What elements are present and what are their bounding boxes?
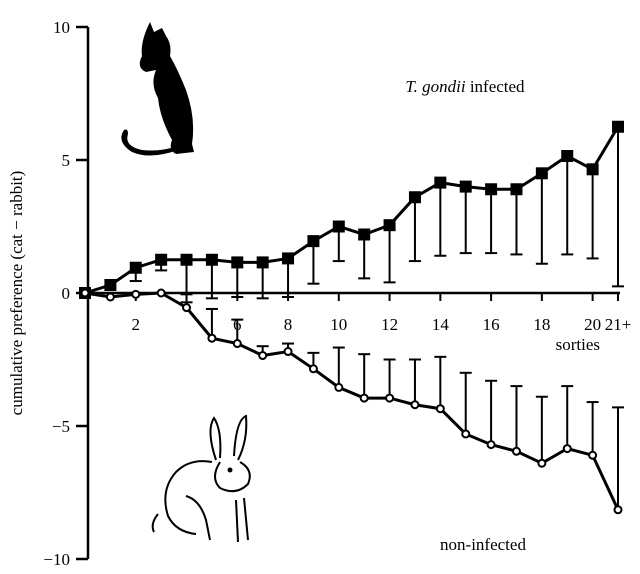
error-bar [333,348,345,388]
x-axis-label: sorties [556,335,600,354]
error-bar [434,357,446,409]
y-tick-label: −10 [43,550,70,569]
marker [409,191,421,203]
x-tick-label: 14 [432,315,450,334]
marker [510,183,522,195]
marker [206,254,218,266]
x-tick-label: 12 [381,315,398,334]
error-bar [587,402,599,455]
marker [181,254,193,266]
marker [434,177,446,189]
annotation: non-infected [440,535,526,554]
marker [612,121,624,133]
x-tick-label: 18 [533,315,550,334]
marker [561,150,573,162]
error-bar [434,183,446,256]
y-tick-label: −5 [52,417,70,436]
cat-illustration [121,22,194,156]
x-tick-label: 21+ [605,315,632,334]
x-tick-label: 20 [584,315,601,334]
rabbit-illustration [153,416,250,542]
error-bar [612,407,624,509]
marker [333,221,345,233]
annotation-text: infected [470,77,525,96]
marker [130,262,142,274]
x-tick-label: 8 [284,315,293,334]
marker [488,441,495,448]
error-bar [358,234,370,278]
marker [384,219,396,231]
marker [485,183,497,195]
marker [310,365,317,372]
error-bar [510,189,522,254]
error-bar [460,373,472,434]
error-bar [358,354,370,398]
error-bar [536,397,548,464]
marker [231,256,243,268]
marker [257,256,269,268]
marker [285,348,292,355]
marker [589,452,596,459]
marker [158,290,165,297]
error-bar [384,360,396,399]
marker [587,163,599,175]
marker [282,252,294,264]
marker [462,430,469,437]
marker [335,384,342,391]
error-bar [485,189,497,253]
annotation-italic: T. gondii [405,77,465,96]
marker [107,293,114,300]
error-bar [307,241,319,284]
error-bar [510,386,522,451]
marker [307,235,319,247]
x-tick-label: 10 [330,315,347,334]
marker [513,448,520,455]
chart: cumulative preference (cat − rabbit) sor… [0,0,640,569]
x-tick-label: 2 [132,315,141,334]
marker [358,228,370,240]
error-bar [485,381,497,445]
marker [104,279,116,291]
marker [259,352,266,359]
marker [536,167,548,179]
annotation: T. gondii infected [405,77,525,96]
error-bar [460,187,472,254]
marker [361,395,368,402]
marker [234,340,241,347]
error-bar [561,386,573,449]
marker [564,445,571,452]
error-bar [536,173,548,263]
marker [208,335,215,342]
marker [411,401,418,408]
error-bar [612,127,624,287]
marker [132,291,139,298]
marker [155,254,167,266]
marker [82,290,89,297]
marker [460,181,472,193]
marker [183,304,190,311]
marker [437,405,444,412]
y-tick-label: 5 [62,151,71,170]
y-tick-label: 0 [62,284,71,303]
error-bar [561,156,573,254]
x-tick-label: 16 [483,315,500,334]
y-tick-label: 10 [53,18,70,37]
error-bar [587,169,599,258]
error-bar [409,360,421,405]
error-bar [384,225,396,282]
y-axis-label: cumulative preference (cat − rabbit) [7,171,26,416]
marker [538,460,545,467]
error-bar [409,197,421,261]
marker [615,506,622,513]
marker [386,395,393,402]
